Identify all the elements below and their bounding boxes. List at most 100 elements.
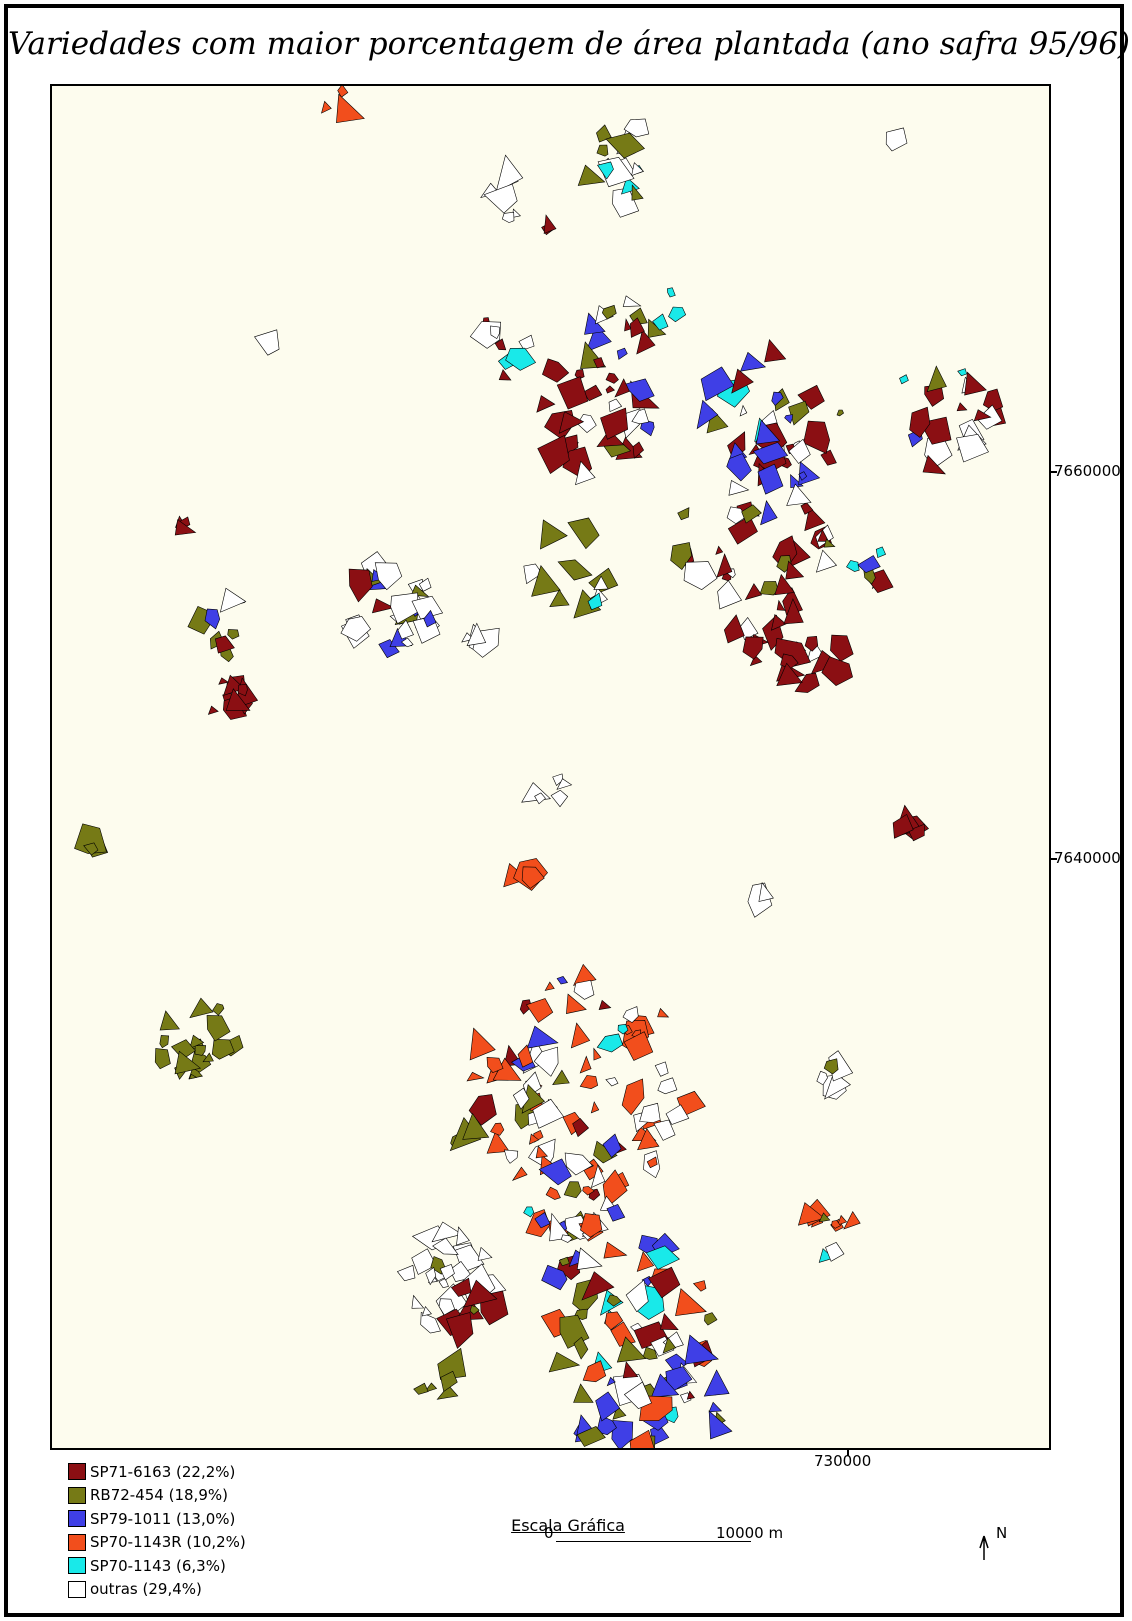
field-parcel [572, 1118, 590, 1138]
field-parcel [585, 324, 612, 353]
field-parcel [843, 1210, 861, 1230]
field-parcel [446, 1312, 474, 1349]
field-parcel [440, 1370, 458, 1393]
field-parcel [214, 635, 235, 654]
field-parcel [438, 1298, 456, 1316]
field-parcel [776, 662, 803, 687]
north-label: N [996, 1524, 1008, 1542]
field-parcel [552, 773, 564, 786]
map-frame: Variedades com maior porcentagem de área… [4, 4, 1130, 1617]
field-parcel [757, 463, 784, 495]
field-parcel [573, 979, 595, 1000]
field-parcel [556, 976, 569, 985]
field-parcel [466, 1071, 485, 1082]
field-parcel [764, 338, 787, 363]
field-parcel [533, 1046, 559, 1077]
field-parcel [629, 1429, 655, 1448]
field-parcel [604, 1311, 624, 1331]
field-parcel [623, 1031, 654, 1061]
field-parcel [605, 1077, 619, 1087]
field-parcel [227, 629, 240, 640]
field-parcel [538, 1158, 572, 1186]
field-parcel [526, 1025, 559, 1049]
field-parcel [606, 1376, 616, 1387]
field-parcel [770, 614, 787, 631]
field-parcel [548, 1351, 581, 1373]
field-parcel [857, 555, 881, 574]
field-parcel [593, 575, 609, 591]
field-parcel [550, 789, 569, 808]
field-parcel [677, 507, 690, 521]
field-parcel [558, 411, 585, 434]
field-parcel [552, 1069, 570, 1086]
field-parcel [174, 519, 197, 536]
field-parcel [836, 409, 844, 417]
field-parcel [577, 164, 606, 186]
scale-bar [556, 1541, 751, 1542]
field-parcel [605, 132, 646, 159]
field-parcel [726, 506, 747, 525]
field-parcel [517, 1044, 534, 1068]
field-parcel [593, 357, 605, 369]
field-parcel [922, 454, 946, 475]
field-parcel [587, 592, 603, 611]
field-parcel [466, 622, 487, 646]
field-parcel [159, 1035, 170, 1049]
field-parcel [632, 441, 644, 459]
field-parcel [425, 1266, 437, 1286]
field-parcel [716, 553, 733, 578]
field-parcel [596, 429, 625, 448]
field-parcel [744, 583, 763, 601]
field-parcel [505, 347, 537, 371]
field-parcel [537, 434, 570, 475]
field-parcel [582, 1186, 595, 1196]
field-parcel [771, 391, 784, 406]
field-parcel [567, 517, 600, 550]
legend-swatch [68, 1557, 86, 1575]
field-parcel [237, 683, 248, 697]
field-parcel [645, 1245, 680, 1270]
legend-swatch [68, 1510, 86, 1528]
field-parcel [512, 1087, 530, 1110]
field-parcel [189, 1034, 205, 1050]
field-parcel [785, 560, 805, 580]
legend-item: outras (29,4%) [68, 1578, 246, 1602]
field-parcel [469, 1027, 496, 1061]
field-parcel [498, 369, 512, 381]
field-parcel [211, 1038, 235, 1060]
field-parcel [875, 546, 886, 559]
field-parcel [518, 334, 535, 350]
field-parcel [621, 1078, 645, 1116]
field-parcel [605, 385, 616, 394]
field-parcel [431, 1221, 463, 1243]
field-parcel [450, 1277, 472, 1297]
field-parcel [740, 351, 767, 372]
field-parcel [556, 778, 573, 790]
field-parcel [544, 981, 555, 991]
field-parcel [723, 614, 745, 644]
field-parcel [815, 549, 838, 573]
field-parcel [956, 402, 968, 412]
field-parcel [665, 1104, 690, 1125]
field-parcel [622, 295, 642, 307]
field-parcel [640, 419, 655, 437]
field-parcel [154, 1048, 171, 1070]
legend-label: SP70-1143 (6,3%) [90, 1556, 226, 1575]
field-parcel [660, 1312, 679, 1331]
field-parcel [601, 304, 617, 320]
field-parcel [631, 162, 644, 177]
field-parcel [212, 1003, 225, 1016]
field-parcel [820, 449, 837, 466]
field-parcel [598, 999, 612, 1010]
field-parcel [590, 1101, 600, 1114]
field-parcel [575, 460, 596, 486]
field-parcel [225, 688, 251, 711]
field-parcel [797, 384, 825, 410]
field-parcel [411, 1248, 437, 1275]
field-parcel [973, 409, 992, 422]
map-title: Variedades com maior porcentagem de área… [8, 26, 1131, 62]
field-parcel [188, 1073, 198, 1080]
field-parcel [523, 1206, 535, 1218]
field-parcel [614, 378, 630, 398]
field-parcel [726, 453, 752, 482]
